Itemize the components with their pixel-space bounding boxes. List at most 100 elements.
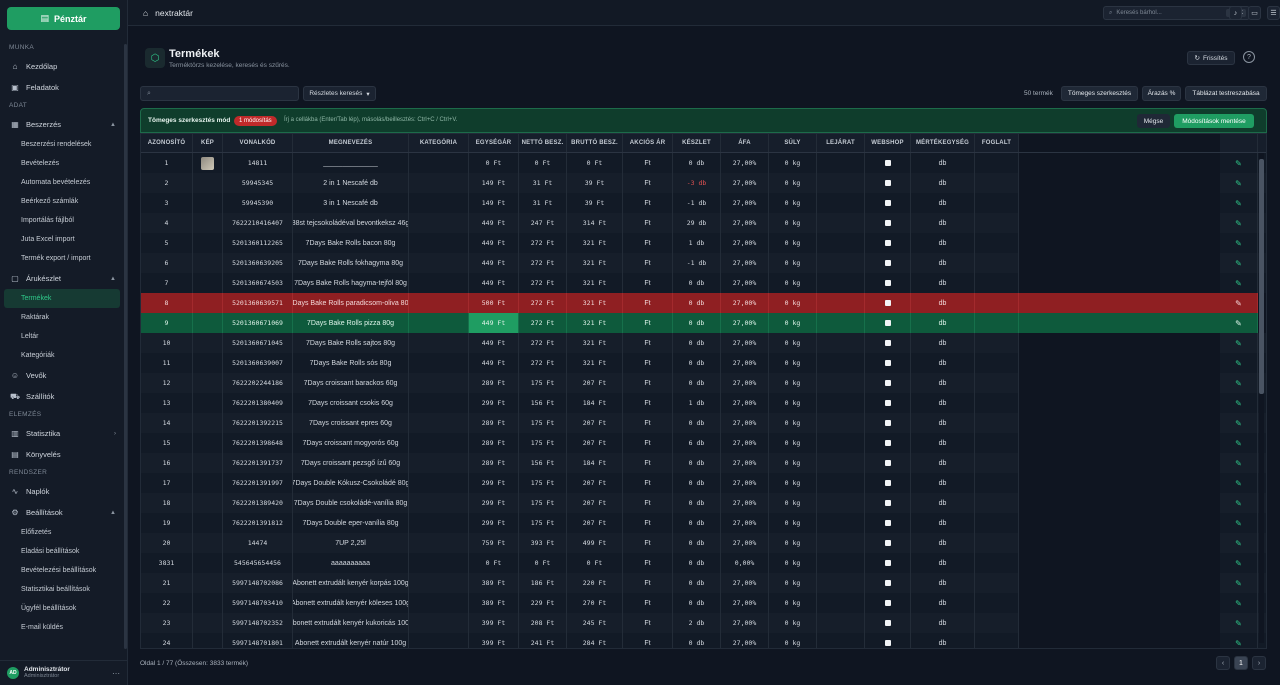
cell-reserved[interactable] [975,453,1019,473]
cell-webshop[interactable] [865,473,911,493]
cell-expiry[interactable] [817,433,865,453]
cell-image[interactable] [193,233,223,253]
cell-category[interactable] [409,553,469,573]
cell-image[interactable] [193,413,223,433]
column-header[interactable]: LEJÁRAT [817,134,865,152]
cell-barcode[interactable]: 7622201391997 [223,473,293,493]
cell-weight[interactable]: 0 kg [769,433,817,453]
cell-image[interactable] [193,173,223,193]
cell-name[interactable]: 7Days Bake Rolls hagyma-tejföl 80g [293,273,409,293]
table-row[interactable]: 1 14811 ______________ 0 Ft 0 Ft 0 Ft Ft 0 db 27… [141,153,1266,173]
cell-webshop[interactable] [865,413,911,433]
cell-id[interactable]: 5 [141,233,193,253]
cell-sale[interactable]: Ft [623,153,673,173]
table-row[interactable]: 23 5997148702352 Abonett extrudált kenyér … [141,613,1266,633]
cell-image[interactable] [193,273,223,293]
cell-category[interactable] [409,193,469,213]
cell-stock[interactable]: 0 db [673,533,721,553]
cell-unit_price[interactable]: 299 Ft [469,393,519,413]
cell-vat[interactable]: 27,00% [721,593,769,613]
cell-vat[interactable]: 27,00% [721,433,769,453]
edit-pencil-icon[interactable]: ✎ [1220,573,1258,593]
table-row[interactable]: 16 7622201391737 7Days croissant pezsgő íz… [141,453,1266,473]
cell-net[interactable]: 31 Ft [519,193,567,213]
cell-vat[interactable]: 27,00% [721,173,769,193]
cell-category[interactable] [409,353,469,373]
webshop-checkbox[interactable] [884,220,891,226]
cell-weight[interactable]: 0 kg [769,573,817,593]
webshop-checkbox[interactable] [884,420,891,426]
cell-sale[interactable]: Ft [623,173,673,193]
cell-vat[interactable]: 27,00% [721,253,769,273]
cell-unit[interactable]: db [911,153,975,173]
sidebar-item-logs[interactable]: ∿ Naplók [0,481,124,502]
cell-reserved[interactable] [975,393,1019,413]
cell-gross[interactable]: 207 Ft [567,513,623,533]
cell-weight[interactable]: 0 kg [769,373,817,393]
sidebar-item-dashboard[interactable]: ⌂ Kezdőlap [0,56,124,77]
sidebar-item-auto-receiving[interactable]: Automata bevételezés [21,179,91,186]
message-icon[interactable]: ▭ [1248,6,1261,20]
cell-image[interactable] [193,213,223,233]
cell-expiry[interactable] [817,313,865,333]
cell-id[interactable]: 11 [141,353,193,373]
prev-page-button[interactable]: ‹ [1216,656,1230,670]
cell-weight[interactable]: 0 kg [769,213,817,233]
cell-id[interactable]: 17 [141,473,193,493]
cell-expiry[interactable] [817,633,865,648]
cell-sale[interactable]: Ft [623,273,673,293]
cell-net[interactable]: 272 Ft [519,233,567,253]
cell-category[interactable] [409,213,469,233]
cell-weight[interactable]: 0 kg [769,353,817,373]
cell-reserved[interactable] [975,513,1019,533]
cell-image[interactable] [193,153,223,173]
webshop-checkbox[interactable] [884,200,891,206]
cell-stock[interactable]: 0 db [673,553,721,573]
webshop-checkbox[interactable] [884,260,891,266]
table-row[interactable]: 9 5201360671069 7Days Bake Rolls pizza 80g… [141,313,1266,333]
cell-gross[interactable]: 207 Ft [567,433,623,453]
cell-barcode[interactable]: 5201360639205 [223,253,293,273]
cell-vat[interactable]: 27,00% [721,193,769,213]
cell-image[interactable] [193,613,223,633]
cell-unit[interactable]: db [911,553,975,573]
cell-unit_price[interactable]: 0 Ft [469,553,519,573]
cell-net[interactable]: 393 Ft [519,533,567,553]
cell-reserved[interactable] [975,613,1019,633]
cell-vat[interactable]: 27,00% [721,633,769,648]
table-row[interactable]: 15 7622201398648 7Days croissant mogyorós … [141,433,1266,453]
cancel-button[interactable]: Mégse [1137,114,1170,128]
more-icon[interactable]: ⋯ [112,668,120,678]
column-header[interactable]: AZONOSÍTÓ [141,134,193,152]
webshop-checkbox[interactable] [884,280,891,286]
cell-sale[interactable]: Ft [623,433,673,453]
cell-webshop[interactable] [865,353,911,373]
edit-pencil-icon[interactable]: ✎ [1220,293,1258,313]
cell-weight[interactable]: 0 kg [769,393,817,413]
cell-image[interactable] [193,533,223,553]
cell-barcode[interactable]: 7622201398648 [223,433,293,453]
sidebar-item-product-export[interactable]: Termék export / import [21,255,91,262]
table-row[interactable]: 4 7622210416407 38st tejcsokoládéval bevon… [141,213,1266,233]
table-row[interactable]: 10 5201360671045 7Days Bake Rolls sajtos 8… [141,333,1266,353]
cell-vat[interactable]: 27,00% [721,493,769,513]
cell-webshop[interactable] [865,453,911,473]
cell-unit[interactable]: db [911,533,975,553]
cell-id[interactable]: 3831 [141,553,193,573]
cell-vat[interactable]: 27,00% [721,233,769,253]
cell-net[interactable]: 0 Ft [519,553,567,573]
cell-expiry[interactable] [817,513,865,533]
cell-weight[interactable]: 0 kg [769,233,817,253]
cell-webshop[interactable] [865,553,911,573]
cell-vat[interactable]: 0,00% [721,553,769,573]
webshop-checkbox[interactable] [884,180,891,186]
cell-webshop[interactable] [865,593,911,613]
cell-name[interactable]: 2 in 1 Nescafé db [293,173,409,193]
edit-pencil-icon[interactable]: ✎ [1220,213,1258,233]
cell-category[interactable] [409,393,469,413]
edit-pencil-icon[interactable]: ✎ [1220,533,1258,553]
cell-unit[interactable]: db [911,233,975,253]
cell-unit_price[interactable]: 500 Ft [469,293,519,313]
cell-unit_price[interactable]: 389 Ft [469,593,519,613]
cell-unit[interactable]: db [911,493,975,513]
